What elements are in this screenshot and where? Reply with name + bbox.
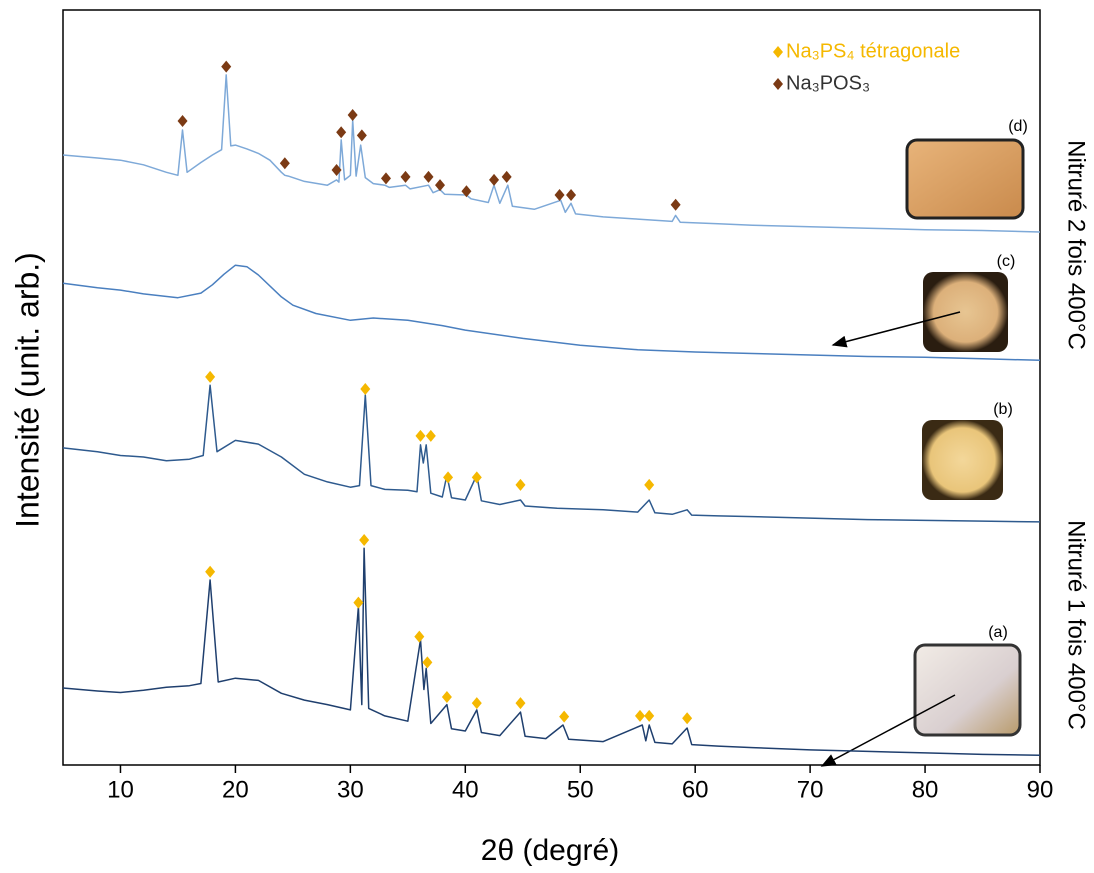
- peak-marker: [425, 429, 436, 442]
- x-tick-label: 40: [452, 776, 479, 803]
- peak-marker: [635, 709, 646, 722]
- peak-marker: [644, 478, 655, 491]
- peak-marker: [359, 534, 370, 547]
- peak-marker: [331, 164, 342, 177]
- legend-marker: [773, 78, 783, 90]
- peak-marker: [682, 712, 693, 725]
- peak-marker: [515, 478, 526, 491]
- x-tick-label: 20: [222, 776, 249, 803]
- xrd-pattern: [62, 384, 1041, 523]
- x-tick-label: 50: [567, 776, 594, 803]
- peak-marker: [205, 565, 216, 578]
- peak-marker: [559, 710, 570, 723]
- peak-marker: [471, 471, 482, 484]
- sample-label: (a): [988, 624, 1008, 641]
- peak-marker: [221, 60, 232, 73]
- sample-label: (c): [997, 253, 1016, 270]
- sample-label: (b): [993, 401, 1013, 418]
- peak-marker: [380, 172, 391, 185]
- sample-photos: [820, 138, 1025, 767]
- peak-marker: [353, 596, 364, 609]
- sample-label: (d): [1008, 118, 1028, 135]
- peak-marker: [670, 198, 681, 211]
- plot-frame: [62, 9, 1041, 766]
- peak-marker: [415, 429, 426, 442]
- peak-marker: [422, 656, 433, 669]
- peak-marker: [443, 471, 454, 484]
- side-label: Nitruré 1 fois 400°C: [1063, 520, 1090, 730]
- legend-marker: [773, 46, 783, 58]
- peak-marker: [566, 188, 577, 201]
- x-axis-title: 2θ (degré): [481, 834, 619, 867]
- legend-label: Na₃PS₄ tétragonale: [786, 40, 960, 62]
- peak-marker: [435, 179, 446, 192]
- legend-label: Na₃POS₃: [786, 72, 870, 94]
- peak-marker: [554, 188, 565, 201]
- peak-marker: [423, 170, 434, 183]
- peak-marker: [279, 157, 290, 170]
- peak-marker: [177, 114, 188, 127]
- xrd-pattern: [62, 264, 1041, 362]
- peak-marker: [489, 173, 500, 186]
- peak-marker: [336, 126, 347, 139]
- peak-marker: [414, 630, 425, 643]
- peak-marker: [400, 170, 411, 183]
- x-tick-label: 70: [797, 776, 824, 803]
- peak-marker: [347, 108, 358, 121]
- x-tick-label: 90: [1027, 776, 1054, 803]
- peak-marker: [441, 691, 452, 704]
- x-tick-label: 60: [682, 776, 709, 803]
- peak-marker: [501, 170, 512, 183]
- peak-marker: [515, 697, 526, 710]
- xrd-pattern: [62, 547, 1041, 756]
- peak-marker: [356, 129, 367, 142]
- peak-marker: [461, 185, 472, 198]
- peak-marker: [644, 709, 655, 722]
- peak-marker: [360, 383, 371, 396]
- x-tick-label: 80: [912, 776, 939, 803]
- x-tick-label: 30: [337, 776, 364, 803]
- peak-marker: [205, 370, 216, 383]
- side-label: Nitruré 2 fois 400°C: [1063, 140, 1090, 350]
- xrd-pattern: [62, 74, 1041, 233]
- x-tick-label: 10: [107, 776, 134, 803]
- y-axis-title: Intensité (unit. arb.): [9, 252, 45, 528]
- peak-marker: [471, 697, 482, 710]
